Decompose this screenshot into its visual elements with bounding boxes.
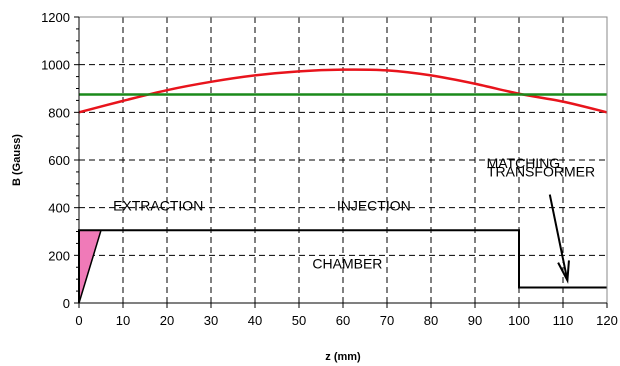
y-tick-label: 600 (48, 153, 70, 168)
x-tick-label: 80 (424, 313, 438, 328)
x-tick-label: 0 (75, 313, 82, 328)
x-tick-label: 110 (553, 313, 574, 328)
x-tick-label: 20 (160, 313, 174, 328)
annotation-matching: MATCHING (487, 155, 561, 171)
y-tick-label: 200 (48, 248, 70, 263)
annotation-extraction: EXTRACTION (113, 197, 203, 213)
x-tick-label: 50 (292, 313, 306, 328)
y-axis-title: B (Gauss) (11, 134, 23, 186)
shaded-region-edge (78, 230, 102, 304)
arrow-shaft (548, 194, 569, 281)
x-tick-label: 100 (508, 313, 530, 328)
annotation-injection: INJECTION (337, 197, 411, 213)
x-tick-label: 70 (380, 313, 394, 328)
x-tick-label: 60 (336, 313, 350, 328)
x-tick-label: 90 (468, 313, 482, 328)
annotation-chamber: CHAMBER (312, 256, 382, 272)
y-tick-label: 1200 (41, 10, 70, 25)
annotation-transformer: TRANSFORMER (487, 163, 595, 179)
tick-layer: 0 10 20 30 40 50 60 70 80 90 100 110 120020040060080… (41, 10, 618, 328)
y-tick-label: 1000 (41, 58, 70, 73)
arrow-head (557, 260, 570, 284)
x-tick-label: 40 (248, 313, 262, 328)
x-tick-label: 10 (116, 313, 130, 328)
x-axis-title: z (mm) (325, 351, 361, 363)
fill-layer (78, 230, 102, 304)
y-tick-label: 800 (48, 105, 70, 120)
y-tick-label: 0 (63, 296, 70, 311)
annotation-layer: EXTRACTION INJECTION CHAMBER MATCHINGTRANSF… (113, 155, 595, 284)
x-tick-label: 120 (596, 313, 618, 328)
y-tick-label: 400 (48, 201, 70, 216)
x-tick-label: 30 (204, 313, 218, 328)
